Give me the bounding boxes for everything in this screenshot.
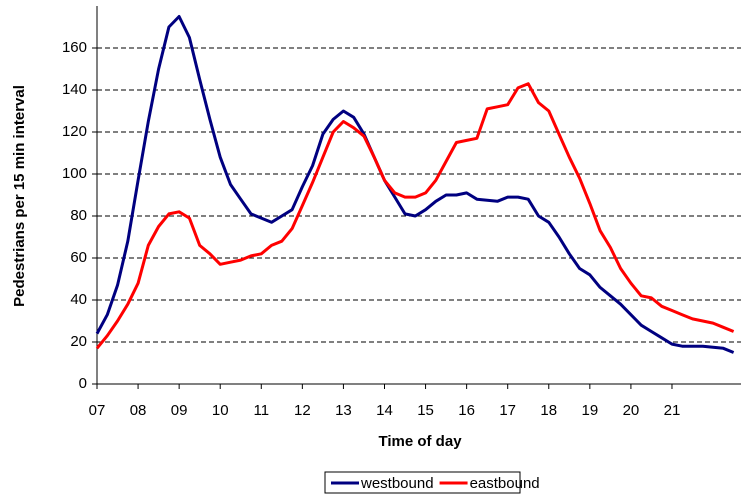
x-tick-label: 08 [130, 402, 147, 419]
legend-box [324, 471, 521, 494]
y-tick-label: 20 [70, 333, 87, 350]
x-tick-label: 07 [89, 402, 106, 419]
series-line [95, 15, 735, 354]
y-tick-label: 80 [70, 207, 87, 224]
y-tick-label: 60 [70, 249, 87, 266]
x-tick-label: 19 [581, 402, 598, 419]
x-tick-label: 16 [458, 402, 475, 419]
x-tick-label: 11 [253, 402, 269, 419]
series-line [95, 82, 735, 350]
x-tick-label: 12 [294, 402, 311, 419]
y-tick-label: 140 [62, 81, 87, 98]
y-tick-label: 0 [79, 375, 87, 392]
y-tick-label: 120 [62, 123, 87, 140]
y-tick-label: 40 [70, 291, 87, 308]
x-tick-label: 18 [540, 402, 557, 419]
x-tick-label: 20 [623, 402, 640, 419]
x-tick-label: 15 [417, 402, 434, 419]
legend-label: eastbound [470, 475, 540, 492]
x-tick-label: 21 [664, 402, 681, 419]
y-tick-label: 160 [62, 39, 87, 56]
y-axis-title: Pedestrians per 15 min interval [11, 85, 28, 307]
x-tick-label: 17 [499, 402, 516, 419]
x-tick-label: 13 [335, 402, 352, 419]
x-tick-label: 10 [212, 402, 229, 419]
x-tick-label: 14 [376, 402, 393, 419]
legend: westbound eastbound [324, 471, 540, 494]
x-axis-title: Time of day [378, 433, 462, 450]
x-tick-label: 09 [171, 402, 188, 419]
legend-label: westbound [360, 475, 434, 492]
y-tick-label: 100 [62, 165, 87, 182]
